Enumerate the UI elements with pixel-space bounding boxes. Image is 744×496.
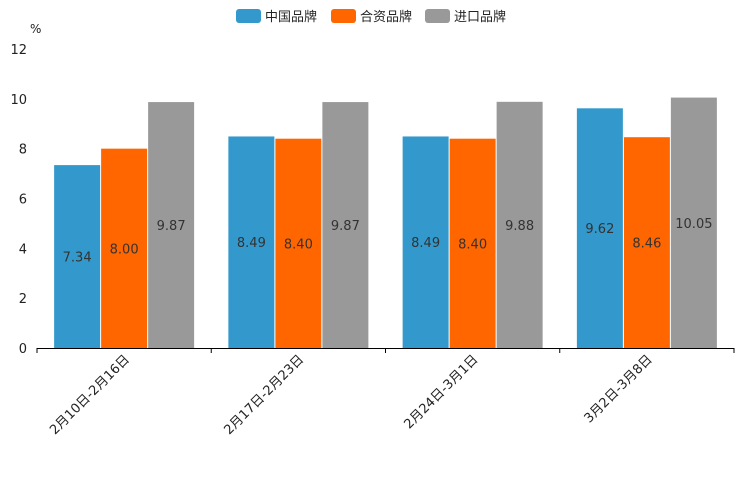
bar-value-label: 9.62 — [585, 222, 614, 237]
bar-中国品牌 — [402, 136, 449, 348]
bar-value-label: 8.46 — [632, 237, 661, 252]
x-category-label: 3月2日-3月8日 — [582, 352, 656, 426]
y-tick-label: 12 — [10, 43, 27, 58]
y-axis: 0 2 4 6 8 10 12 — [10, 43, 27, 357]
legend-swatch — [425, 9, 450, 23]
bar-value-label: 8.40 — [458, 237, 487, 252]
legend: 中国品牌 合资品牌 进口品牌 — [236, 9, 506, 25]
legend-swatch — [331, 9, 356, 23]
bar-value-label: 8.40 — [284, 237, 313, 252]
x-category-label: 2月24日-3月1日 — [402, 352, 482, 432]
x-category-label: 2月10日-2月16日 — [47, 352, 133, 438]
bar-进口品牌 — [322, 102, 369, 348]
bar-value-label: 9.87 — [331, 219, 360, 234]
y-tick-label: 0 — [19, 342, 27, 357]
x-category-label: 2月17日-2月23日 — [221, 352, 307, 438]
bar-value-label: 8.00 — [110, 242, 139, 257]
legend-label: 中国品牌 — [265, 9, 317, 25]
bar-value-label: 8.49 — [237, 236, 266, 251]
y-axis-unit-label: % — [30, 22, 41, 36]
y-tick-label: 6 — [19, 193, 27, 208]
legend-label: 合资品牌 — [360, 9, 412, 25]
y-tick-label: 10 — [10, 93, 27, 108]
y-tick-label: 2 — [19, 292, 27, 307]
y-tick-label: 4 — [19, 242, 27, 257]
bar-value-label: 9.87 — [157, 219, 186, 234]
bar-合资品牌 — [449, 138, 496, 348]
bar-中国品牌 — [228, 136, 275, 348]
bar-中国品牌 — [576, 108, 623, 348]
bar-合资品牌 — [101, 148, 148, 348]
bar-进口品牌 — [670, 97, 717, 349]
bar-中国品牌 — [54, 165, 101, 348]
x-axis: 2月10日-2月16日 2月17日-2月23日 2月24日-3月1日 3月2日-3月8… — [36, 348, 735, 438]
legend-swatch — [236, 9, 261, 23]
bar-value-label: 10.05 — [675, 217, 712, 232]
bar-value-label: 9.88 — [505, 219, 534, 234]
bar-value-label: 7.34 — [63, 251, 92, 266]
bars-area: 7.34 8.00 9.87 8.49 8.40 9.87 8.49 8.40 9.88 9.62… — [54, 97, 717, 349]
bar-value-label: 8.49 — [411, 236, 440, 251]
y-tick-label: 8 — [19, 143, 27, 158]
bar-合资品牌 — [275, 138, 322, 348]
bar-进口品牌 — [496, 101, 543, 348]
bar-进口品牌 — [148, 102, 195, 348]
legend-label: 进口品牌 — [454, 9, 506, 25]
bar-合资品牌 — [623, 137, 670, 348]
